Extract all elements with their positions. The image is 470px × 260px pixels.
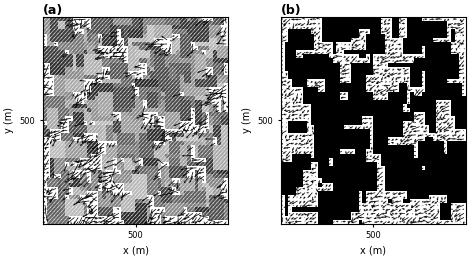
X-axis label: x (m): x (m) bbox=[360, 246, 386, 256]
Text: (a): (a) bbox=[43, 4, 63, 17]
Text: (b): (b) bbox=[281, 4, 302, 17]
Y-axis label: y (m): y (m) bbox=[242, 107, 252, 133]
Y-axis label: y (m): y (m) bbox=[4, 107, 14, 133]
X-axis label: x (m): x (m) bbox=[123, 246, 149, 256]
